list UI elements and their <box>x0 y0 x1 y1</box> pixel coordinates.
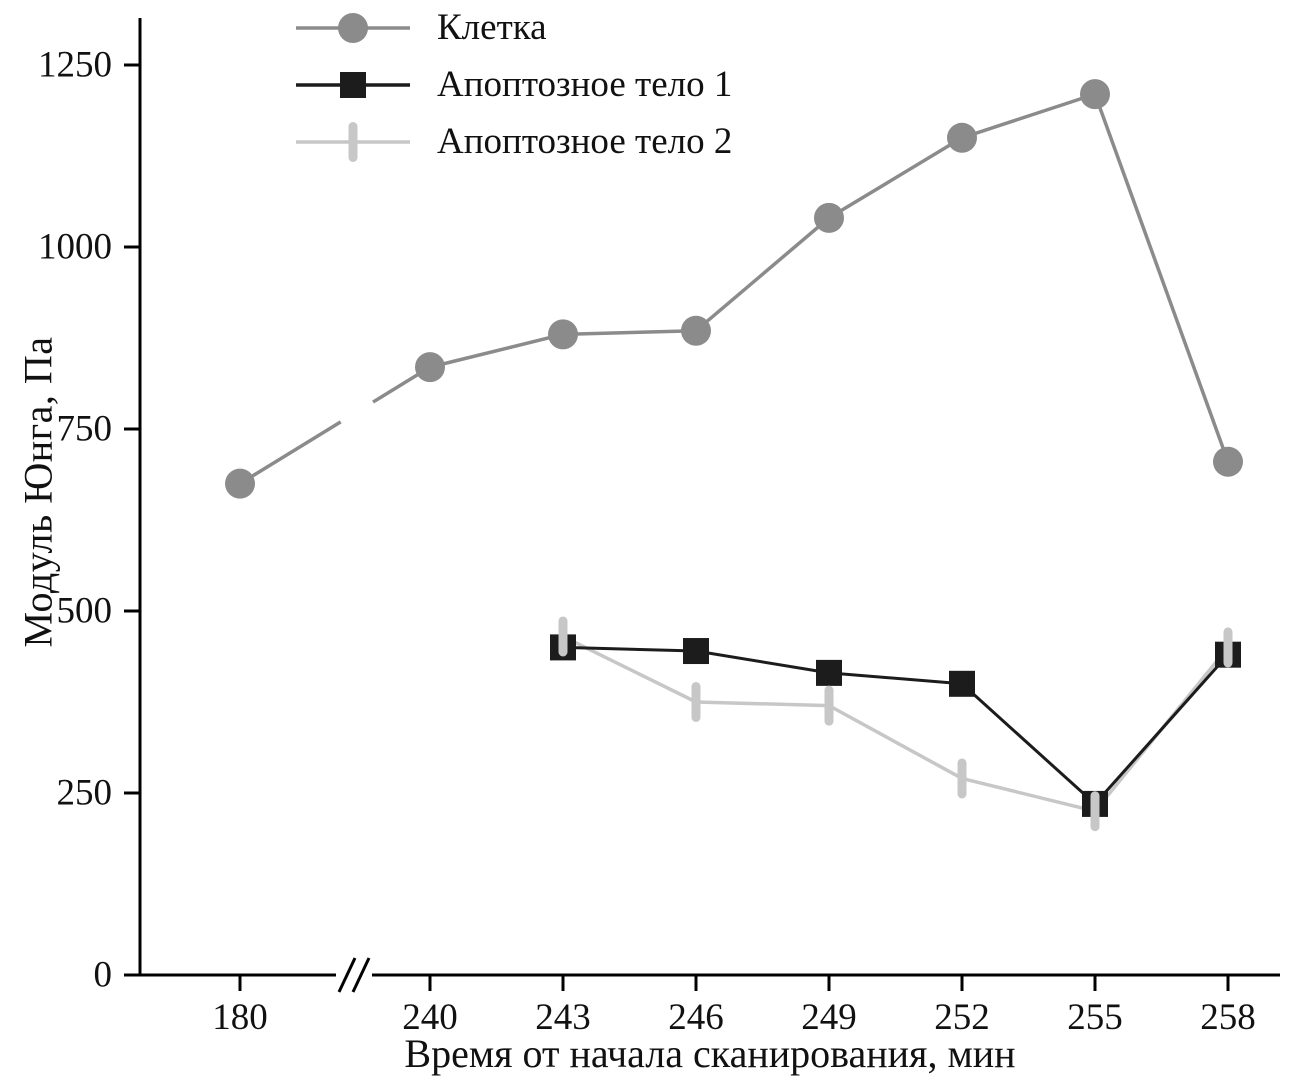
square-marker-icon <box>296 71 410 98</box>
svg-text:258: 258 <box>1200 997 1256 1038</box>
svg-text:250: 250 <box>57 773 113 814</box>
svg-text:750: 750 <box>57 409 113 450</box>
legend: Клетка Апоптозное тело 1 Апоптозное тело… <box>293 4 732 165</box>
dash-marker-icon <box>296 121 410 162</box>
svg-text:252: 252 <box>934 997 990 1038</box>
y-axis-label: Модуль Юнга, Па <box>15 336 61 648</box>
svg-text:240: 240 <box>402 997 458 1038</box>
legend-item-apoptotic-body-2: Апоптозное тело 2 <box>293 118 732 165</box>
legend-label-apoptotic-body-2: Апоптозное тело 2 <box>437 121 733 162</box>
svg-text:249: 249 <box>801 997 857 1038</box>
legend-item-apoptotic-body-1: Апоптозное тело 1 <box>293 61 732 108</box>
svg-text:500: 500 <box>57 591 113 632</box>
legend-item-cell: Клетка <box>293 4 732 51</box>
svg-text:1250: 1250 <box>38 45 112 86</box>
svg-text:180: 180 <box>212 997 268 1038</box>
svg-text:246: 246 <box>668 997 724 1038</box>
circle-marker-icon <box>296 12 410 43</box>
legend-label-cell: Клетка <box>437 7 547 48</box>
svg-text:255: 255 <box>1067 997 1123 1038</box>
svg-text:243: 243 <box>535 997 591 1038</box>
legend-label-apoptotic-body-1: Апоптозное тело 1 <box>437 64 733 105</box>
x-axis-label: Время от начала сканирования, мин <box>404 1031 1016 1076</box>
svg-text:0: 0 <box>94 955 113 996</box>
svg-text:1000: 1000 <box>38 227 112 268</box>
